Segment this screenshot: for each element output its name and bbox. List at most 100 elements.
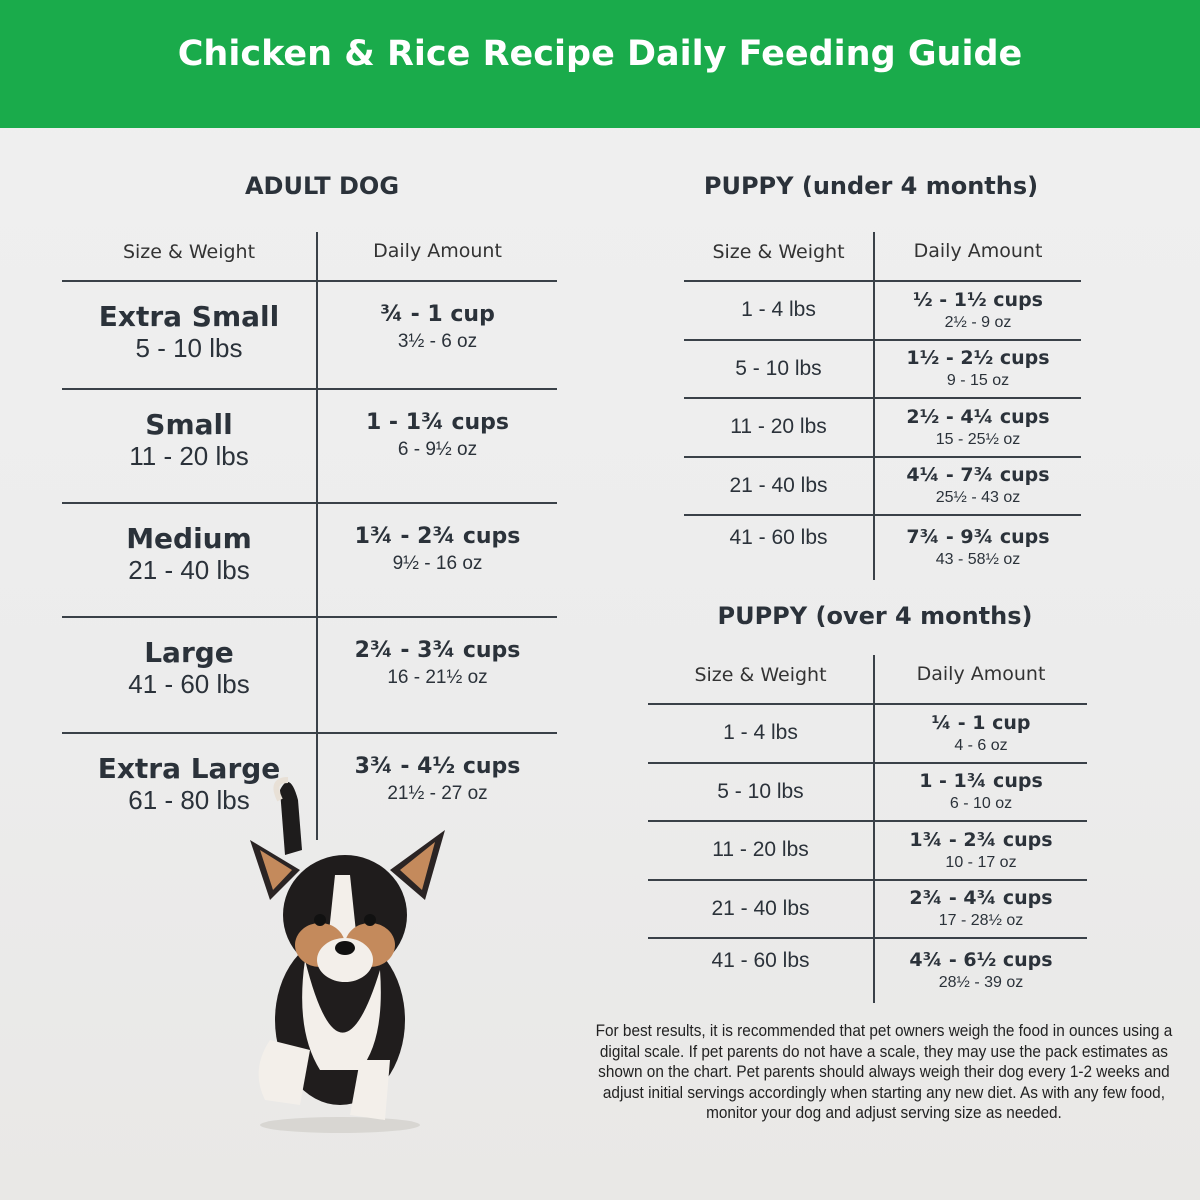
- size-label: Extra Small: [98, 300, 280, 333]
- amount-cell: 2¾ - 3¾ cups 16 - 21½ oz: [318, 618, 557, 732]
- cups-amount: 1¾ - 2¾ cups: [354, 524, 521, 549]
- cups-amount: 3¾ - 4½ cups: [354, 754, 521, 779]
- weight-range: 11 - 20 lbs: [730, 415, 827, 439]
- oz-amount: 17 - 28½ oz: [938, 912, 1024, 930]
- cups-amount: ½ - 1½ cups: [913, 288, 1043, 311]
- title-banner: Chicken & Rice Recipe Daily Feeding Guid…: [0, 0, 1200, 128]
- puppy-over-table: Size & Weight Daily Amount 1 - 4 lbs ¼ - 1…: [648, 655, 1087, 1003]
- amount-cell: 1½ - 2½ cups 9 - 15 oz: [875, 341, 1081, 398]
- weight-range: 41 - 60 lbs: [128, 669, 250, 699]
- weight-range: 21 - 40 lbs: [729, 473, 828, 497]
- table-row: 1 - 4 lbs ½ - 1½ cups 2½ - 9 oz: [684, 282, 1081, 341]
- size-cell: Medium 21 - 40 lbs: [62, 504, 318, 616]
- col-header-amount: Daily Amount: [913, 240, 1043, 262]
- weight-cell: 1 - 4 lbs: [648, 705, 875, 762]
- weight-cell: 5 - 10 lbs: [684, 340, 875, 397]
- table-row: 11 - 20 lbs 1¾ - 2¾ cups 10 - 17 oz: [648, 822, 1087, 881]
- weight-range: 1 - 4 lbs: [723, 721, 798, 745]
- weight-range: 61 - 80 lbs: [128, 785, 250, 815]
- oz-amount: 6 - 10 oz: [949, 795, 1013, 813]
- size-label: Extra Large: [97, 752, 281, 785]
- col-header-amount: Daily Amount: [916, 663, 1046, 685]
- weight-range: 11 - 20 lbs: [129, 441, 249, 471]
- cups-amount: 1½ - 2½ cups: [906, 347, 1050, 370]
- size-cell: Small 11 - 20 lbs: [62, 390, 318, 502]
- amount-cell: 4¾ - 6½ cups 28½ - 39 oz: [875, 939, 1087, 1003]
- weight-range: 5 - 10 lbs: [735, 356, 822, 380]
- page-title: Chicken & Rice Recipe Daily Feeding Guid…: [177, 34, 1023, 74]
- amount-cell: 1 - 1¾ cups 6 - 9½ oz: [318, 390, 557, 502]
- col-header-size: Size & Weight: [62, 232, 318, 282]
- cups-amount: 1 - 1¾ cups: [919, 770, 1043, 793]
- adult-table: Size & Weight Daily Amount Extra Small 5 -…: [62, 232, 557, 840]
- cups-amount: 1 - 1¾ cups: [365, 410, 510, 435]
- oz-amount: 4 - 6 oz: [954, 736, 1008, 754]
- table-row: 1 - 4 lbs ¼ - 1 cup 4 - 6 oz: [648, 705, 1087, 764]
- table-row: 21 - 40 lbs 4¼ - 7¾ cups 25½ - 43 oz: [684, 457, 1081, 516]
- oz-amount: 9½ - 16 oz: [392, 553, 483, 574]
- col-header-size: Size & Weight: [684, 232, 875, 282]
- size-cell: Extra Small 5 - 10 lbs: [62, 282, 318, 388]
- weight-cell: 41 - 60 lbs: [648, 939, 875, 1003]
- puppy-over-section-title: PUPPY (over 4 months): [717, 602, 1033, 630]
- weight-range: 21 - 40 lbs: [128, 555, 250, 585]
- amount-cell: 2¾ - 4¾ cups 17 - 28½ oz: [875, 881, 1087, 938]
- weight-cell: 41 - 60 lbs: [684, 516, 875, 580]
- oz-amount: 9 - 15 oz: [946, 372, 1010, 390]
- cups-amount: 1¾ - 2¾ cups: [909, 828, 1053, 851]
- cups-amount: 2½ - 4¼ cups: [906, 405, 1050, 428]
- cups-amount: 4¼ - 7¾ cups: [906, 464, 1050, 487]
- cups-amount: 2¾ - 4¾ cups: [909, 887, 1053, 910]
- oz-amount: 3½ - 6 oz: [397, 331, 478, 352]
- puppy-under-table: Size & Weight Daily Amount 1 - 4 lbs ½ - 1…: [684, 232, 1081, 580]
- amount-cell: ¼ - 1 cup 4 - 6 oz: [875, 705, 1087, 762]
- amount-cell: 2½ - 4¼ cups 15 - 25½ oz: [875, 399, 1081, 456]
- amount-cell: 7¾ - 9¾ cups 43 - 58½ oz: [875, 516, 1081, 580]
- size-label: Small: [145, 408, 233, 441]
- cups-amount: ¾ - 1 cup: [380, 302, 495, 327]
- weight-range: 41 - 60 lbs: [711, 949, 810, 972]
- feeding-note: For best results, it is recommended that…: [595, 1022, 1173, 1122]
- size-cell: Extra Large 61 - 80 lbs: [62, 734, 318, 840]
- cups-amount: ¼ - 1 cup: [931, 711, 1031, 734]
- cups-amount: 2¾ - 3¾ cups: [354, 638, 521, 663]
- weight-range: 11 - 20 lbs: [712, 838, 809, 862]
- weight-range: 1 - 4 lbs: [741, 298, 816, 322]
- puppy-under-section-title: PUPPY (under 4 months): [703, 172, 1039, 200]
- oz-amount: 10 - 17 oz: [945, 853, 1017, 871]
- amount-cell: 4¼ - 7¾ cups 25½ - 43 oz: [875, 458, 1081, 515]
- table-row: 41 - 60 lbs 7¾ - 9¾ cups 43 - 58½ oz: [684, 516, 1081, 580]
- weight-range: 5 - 10 lbs: [717, 779, 804, 803]
- col-header-amount: Daily Amount: [373, 240, 502, 262]
- size-label: Medium: [126, 522, 252, 555]
- adult-section-title: ADULT DOG: [244, 172, 400, 200]
- table-row: 5 - 10 lbs 1 - 1¾ cups 6 - 10 oz: [648, 763, 1087, 822]
- weight-range: 21 - 40 lbs: [711, 896, 810, 920]
- weight-range: 5 - 10 lbs: [135, 333, 243, 363]
- table-row: Extra Small 5 - 10 lbs ¾ - 1 cup 3½ - 6 oz: [62, 282, 557, 390]
- size-cell: Large 41 - 60 lbs: [62, 618, 318, 732]
- amount-cell: 1¾ - 2¾ cups 10 - 17 oz: [875, 822, 1087, 879]
- weight-cell: 21 - 40 lbs: [648, 880, 875, 937]
- oz-amount: 28½ - 39 oz: [938, 974, 1024, 991]
- weight-cell: 11 - 20 lbs: [648, 822, 875, 879]
- table-row: 5 - 10 lbs 1½ - 2½ cups 9 - 15 oz: [684, 340, 1081, 399]
- size-label: Large: [144, 636, 234, 669]
- weight-range: 41 - 60 lbs: [729, 526, 828, 549]
- weight-cell: 5 - 10 lbs: [648, 763, 875, 820]
- table-row: 41 - 60 lbs 4¾ - 6½ cups 28½ - 39 oz: [648, 939, 1087, 1003]
- amount-cell: 1¾ - 2¾ cups 9½ - 16 oz: [318, 504, 557, 616]
- oz-amount: 15 - 25½ oz: [935, 430, 1021, 448]
- amount-cell: ¾ - 1 cup 3½ - 6 oz: [318, 282, 557, 388]
- weight-cell: 1 - 4 lbs: [684, 282, 875, 339]
- table-row: 21 - 40 lbs 2¾ - 4¾ cups 17 - 28½ oz: [648, 880, 1087, 939]
- cups-amount: 4¾ - 6½ cups: [909, 949, 1053, 971]
- oz-amount: 6 - 9½ oz: [397, 439, 478, 460]
- weight-cell: 21 - 40 lbs: [684, 457, 875, 514]
- amount-cell: 3¾ - 4½ cups 21½ - 27 oz: [318, 734, 557, 840]
- table-row: Large 41 - 60 lbs 2¾ - 3¾ cups 16 - 21½ oz: [62, 618, 557, 734]
- table-row: Small 11 - 20 lbs 1 - 1¾ cups 6 - 9½ oz: [62, 390, 557, 504]
- table-row: Medium 21 - 40 lbs 1¾ - 2¾ cups 9½ - 16 oz: [62, 504, 557, 618]
- corgi-puppy-image: [250, 777, 445, 1133]
- oz-amount: 43 - 58½ oz: [935, 551, 1021, 568]
